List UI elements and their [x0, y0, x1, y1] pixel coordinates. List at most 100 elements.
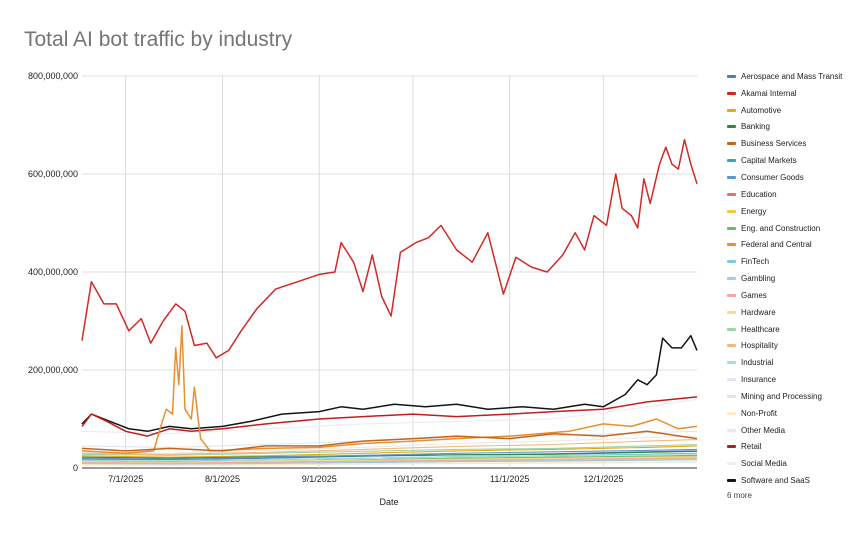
legend-swatch [727, 293, 736, 297]
legend-label: Insurance [741, 375, 777, 385]
legend-swatch [727, 209, 736, 213]
legend-item-other-media[interactable]: Other Media [727, 422, 862, 439]
legend-label: Federal and Central [741, 240, 812, 250]
legend-label: Capital Markets [741, 156, 797, 166]
legend-label: Hardware [741, 307, 776, 317]
series-line-software-and-saas [81, 334, 698, 433]
legend-item-software-and-saas[interactable]: Software and SaaS [727, 472, 862, 489]
legend-swatch [727, 142, 736, 146]
legend-label: Aerospace and Mass Transit [741, 71, 843, 81]
legend-label: Business Services [741, 139, 807, 149]
x-tick-label: 12/1/2025 [583, 474, 623, 484]
x-tick-label: 8/1/2025 [205, 474, 240, 484]
legend-item-akamai-internal[interactable]: Akamai Internal [727, 85, 862, 102]
legend-swatch [727, 344, 736, 348]
legend-swatch [727, 378, 736, 382]
series-line-automotive [81, 445, 698, 458]
series-line-akamai-internal [81, 138, 698, 359]
y-tick-label: 400,000,000 [28, 267, 78, 277]
legend-item-hardware[interactable]: Hardware [727, 304, 862, 321]
legend-label: Retail [741, 442, 762, 452]
legend-label: Games [741, 290, 767, 300]
series-line-business-services [81, 430, 698, 452]
legend-swatch [727, 91, 736, 95]
legend-label: Akamai Internal [741, 88, 797, 98]
series-line-other-media [81, 435, 698, 454]
chart-title: Total AI bot traffic by industry [24, 28, 293, 51]
series-line-non-profit [81, 461, 698, 466]
y-tick-label: 200,000,000 [28, 365, 78, 375]
legend-item-healthcare[interactable]: Healthcare [727, 321, 862, 338]
legend-item-federal-and-central[interactable]: Federal and Central [727, 236, 862, 253]
series-line-hardware [81, 456, 698, 463]
x-tick-label: 7/1/2025 [108, 474, 143, 484]
legend-swatch [727, 159, 736, 163]
legend-item-gambling[interactable]: Gambling [727, 270, 862, 287]
legend-label: Consumer Goods [741, 172, 804, 182]
legend-item-automotive[interactable]: Automotive [727, 102, 862, 119]
legend-item-retail[interactable]: Retail [727, 439, 862, 456]
y-tick-label: 0 [73, 463, 78, 473]
legend-swatch [727, 74, 736, 78]
y-tick-label: 800,000,000 [28, 71, 78, 81]
legend-swatch [727, 175, 736, 179]
legend-label: Automotive [741, 105, 782, 115]
legend-swatch [727, 462, 736, 466]
legend-item-business-services[interactable]: Business Services [727, 135, 862, 152]
series-line-hospitality [81, 439, 698, 455]
legend-item-energy[interactable]: Energy [727, 203, 862, 220]
series-line-retail [81, 396, 698, 437]
series-line-industrial [81, 453, 698, 462]
legend-swatch [727, 310, 736, 314]
legend-swatch [727, 394, 736, 398]
legend-label: Energy [741, 206, 767, 216]
axes: 0 200,000,000 400,000,000 600,000,000 800,00… [28, 71, 623, 484]
legend-item-industrial[interactable]: Industrial [727, 354, 862, 371]
legend-item-consumer-goods[interactable]: Consumer Goods [727, 169, 862, 186]
legend-label: Mining and Processing [741, 391, 822, 401]
legend: Aerospace and Mass Transit Akamai Interna… [727, 68, 862, 500]
legend-swatch [727, 479, 736, 483]
y-tick-label: 600,000,000 [28, 169, 78, 179]
series-line-consumer-goods [81, 448, 698, 460]
x-tick-label: 9/1/2025 [302, 474, 337, 484]
legend-swatch [727, 125, 736, 129]
legend-label: Social Media [741, 459, 787, 469]
legend-swatch [727, 277, 736, 281]
legend-swatch [727, 445, 736, 449]
legend-item-capital-markets[interactable]: Capital Markets [727, 152, 862, 169]
legend-item-games[interactable]: Games [727, 287, 862, 304]
legend-item-eng-and-construction[interactable]: Eng. and Construction [727, 220, 862, 237]
legend-item-social-media[interactable]: Social Media [727, 455, 862, 472]
gridlines [82, 75, 697, 469]
legend-label: Hospitality [741, 341, 778, 351]
legend-label: Education [741, 189, 777, 199]
series-line-banking [81, 450, 698, 459]
legend-swatch [727, 192, 736, 196]
legend-swatch [727, 243, 736, 247]
legend-label: Other Media [741, 425, 786, 435]
x-axis-title: Date [379, 497, 398, 507]
legend-item-fintech[interactable]: FinTech [727, 253, 862, 270]
series-lines [81, 138, 698, 467]
legend-label: Software and SaaS [741, 476, 810, 486]
series-line-gambling [81, 458, 698, 465]
legend-label: Healthcare [741, 324, 780, 334]
legend-item-mining-and-processing[interactable]: Mining and Processing [727, 388, 862, 405]
legend-label: Non-Profit [741, 408, 778, 418]
legend-swatch [727, 108, 736, 112]
legend-swatch [727, 428, 736, 432]
legend-item-aerospace-and-mass-transit[interactable]: Aerospace and Mass Transit [727, 68, 862, 85]
legend-swatch [727, 327, 736, 331]
legend-swatch [727, 361, 736, 365]
x-tick-label: 10/1/2025 [393, 474, 433, 484]
legend-item-insurance[interactable]: Insurance [727, 371, 862, 388]
legend-label: Gambling [741, 274, 776, 284]
legend-more-link[interactable]: 6 more [727, 491, 752, 501]
legend-item-banking[interactable]: Banking [727, 119, 862, 136]
legend-item-hospitality[interactable]: Hospitality [727, 338, 862, 355]
legend-item-education[interactable]: Education [727, 186, 862, 203]
legend-label: FinTech [741, 257, 770, 267]
legend-item-non-profit[interactable]: Non-Profit [727, 405, 862, 422]
